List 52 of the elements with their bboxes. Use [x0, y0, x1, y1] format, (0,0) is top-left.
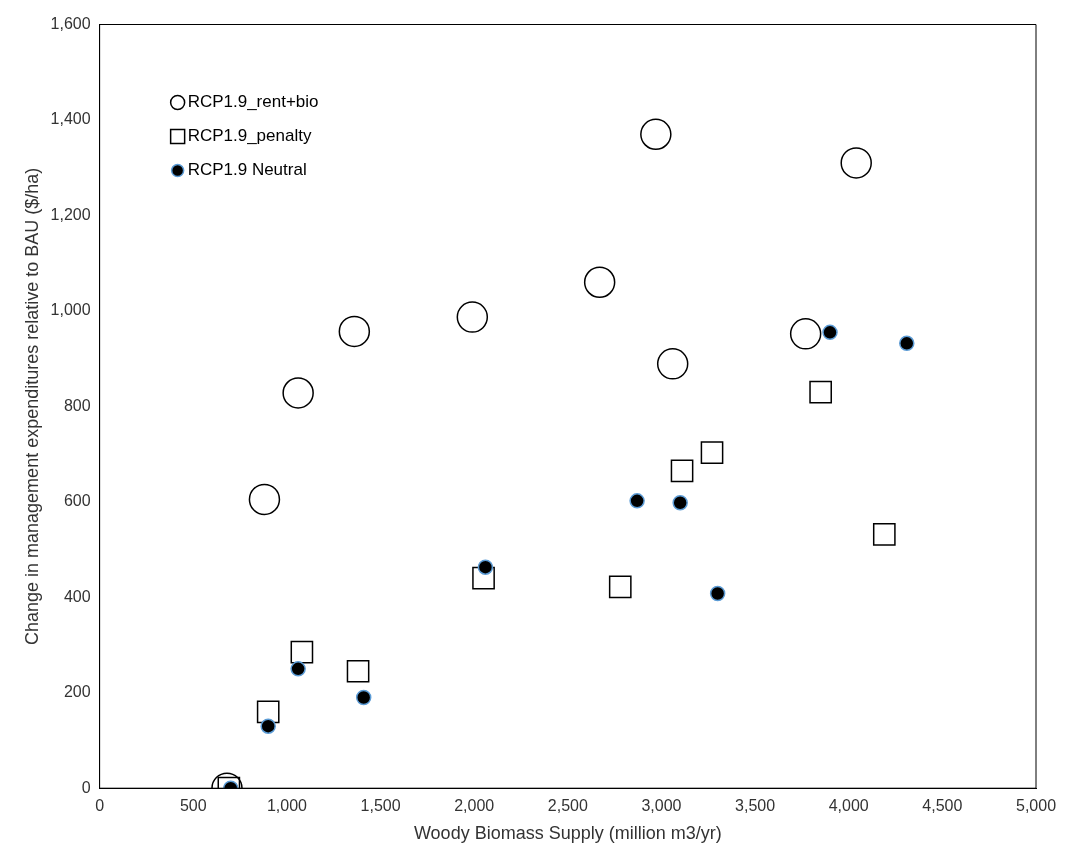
x-tick-label: 3,500 — [735, 797, 776, 815]
y-tick-label: 800 — [63, 396, 91, 414]
point — [290, 640, 314, 664]
point — [700, 441, 724, 465]
legend-label: RCP1.9_rent+bio — [187, 92, 319, 112]
point — [789, 318, 822, 350]
y-tick-label: 1,600 — [50, 14, 91, 32]
point — [256, 700, 280, 724]
x-tick-label: 5,000 — [1015, 797, 1057, 815]
point — [656, 348, 689, 380]
point — [840, 147, 872, 179]
point — [670, 459, 694, 483]
point — [260, 718, 276, 734]
point — [282, 377, 314, 409]
point — [672, 495, 688, 511]
point — [456, 301, 489, 333]
legend-label: RCP1.9 Neutral — [187, 160, 307, 180]
point — [290, 661, 306, 677]
y-tick-label: 200 — [63, 683, 91, 701]
x-tick-label: 2,500 — [547, 797, 588, 815]
y-tick-label: 1,400 — [50, 110, 91, 128]
point — [477, 559, 494, 575]
point — [640, 118, 672, 151]
point — [583, 266, 616, 298]
point — [338, 315, 371, 348]
y-tick-label: 0 — [81, 778, 91, 796]
x-tick-label: 1,000 — [266, 797, 308, 815]
x-tick-label: 0 — [95, 797, 105, 815]
point — [346, 659, 370, 683]
point — [709, 585, 726, 602]
point — [355, 689, 372, 706]
legend-label: RCP1.9_penalty — [187, 126, 312, 146]
point — [608, 575, 632, 599]
point — [899, 335, 915, 352]
x-tick-label: 4,000 — [828, 797, 869, 815]
x-tick-label: 500 — [179, 797, 207, 815]
point — [872, 522, 896, 546]
x-tick-label: 4,500 — [922, 797, 963, 815]
point — [822, 324, 838, 341]
point — [248, 483, 281, 516]
y-tick-label: 400 — [63, 587, 91, 605]
x-tick-label: 3,000 — [641, 797, 682, 815]
y-tick-label: 1,000 — [50, 301, 91, 319]
point — [629, 493, 645, 509]
x-tick-label: 1,500 — [360, 797, 401, 815]
x-tick-label: 2,000 — [454, 797, 495, 815]
y-axis-title: Change in management expenditures relative to BAU ($/ha) — [21, 167, 42, 645]
y-tick-label: 1,200 — [50, 205, 91, 223]
y-tick-label: 600 — [63, 492, 91, 510]
point — [809, 380, 832, 404]
x-axis-title: Woody Biomass Supply (million m3/yr) — [413, 823, 722, 844]
point — [472, 566, 495, 590]
